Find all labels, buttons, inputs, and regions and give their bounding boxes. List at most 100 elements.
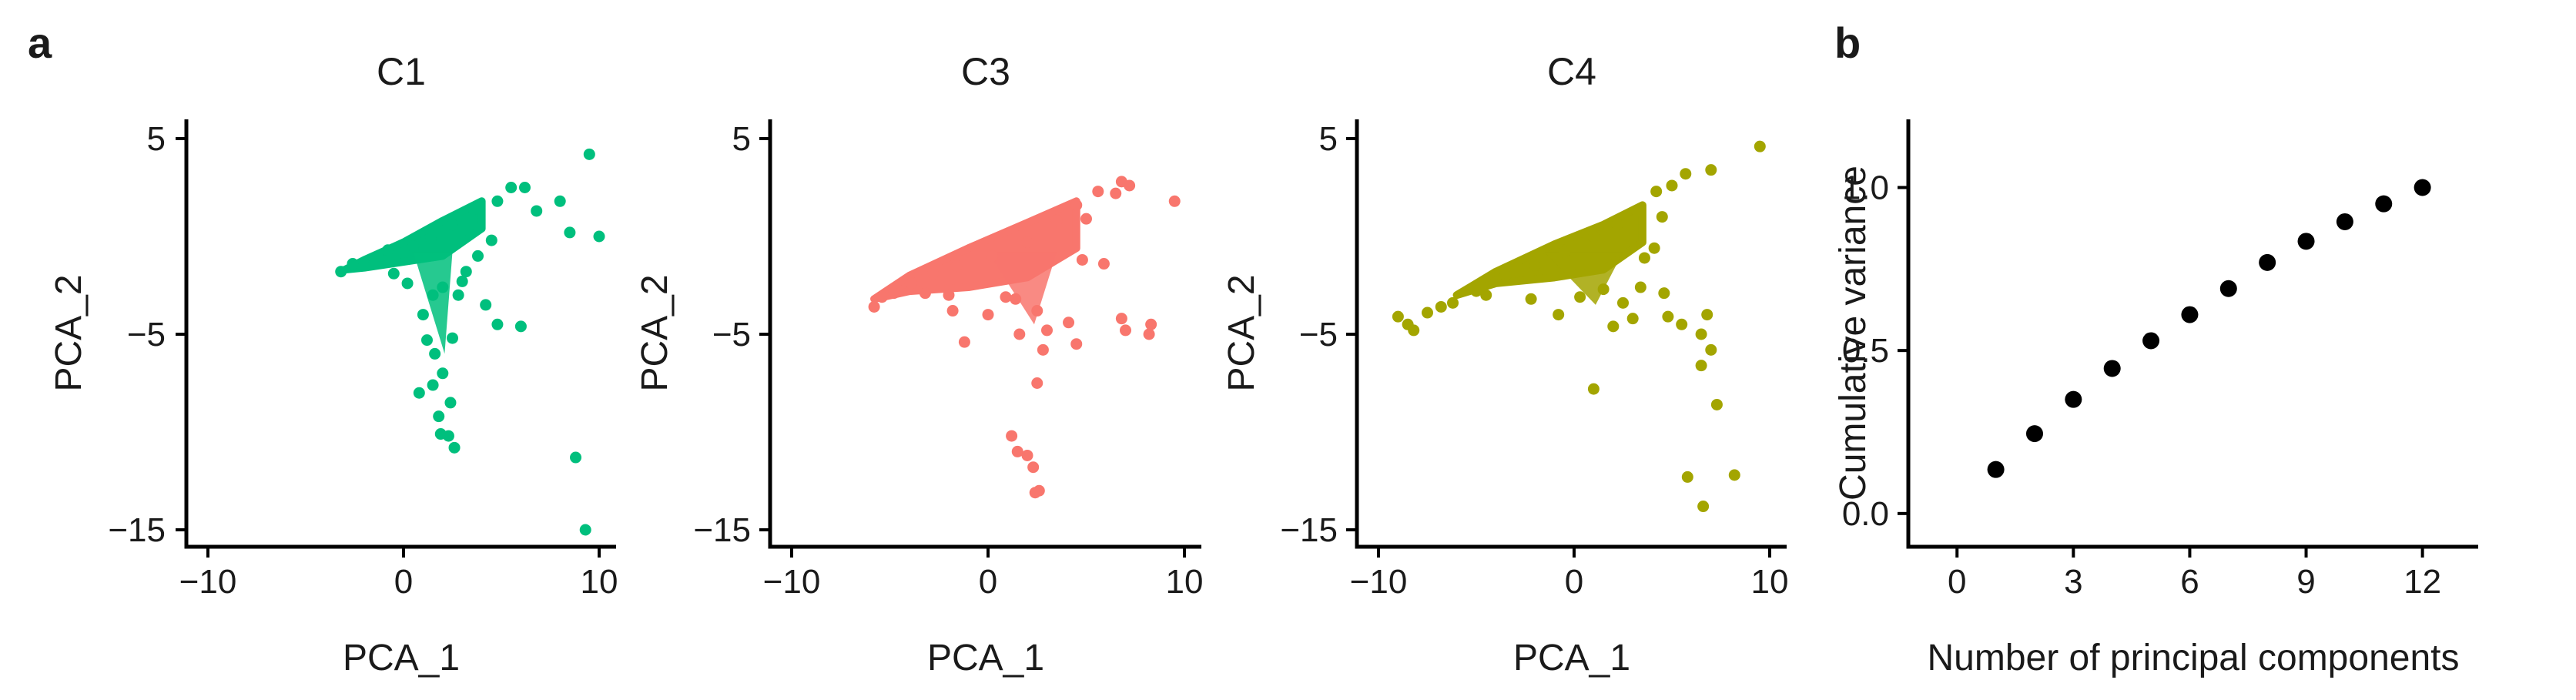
data-point [564,226,576,239]
data-point [1013,328,1026,340]
y-tick-label: −5 [127,316,166,353]
data-point [554,195,566,207]
data-point [2142,332,2160,350]
data-point [2219,280,2237,297]
data-point [2025,425,2043,443]
data-point [368,252,380,264]
x-tick-label: −10 [1350,563,1408,601]
data-point [888,287,900,300]
data-point [448,441,461,454]
data-point [1499,270,1512,282]
data-point [429,347,441,360]
y-tick-label: −5 [1299,316,1338,353]
data-point [417,309,429,321]
data-point [437,367,449,380]
data-point [1695,328,1707,340]
data-point [460,266,472,278]
data-point [1037,343,1049,356]
data-point [583,148,595,160]
y-tick-label: −15 [693,511,751,549]
data-point [1041,324,1053,337]
data-point [1553,309,1565,321]
dense-point-stem [1544,252,1623,305]
data-point [1124,179,1136,192]
data-point [1422,306,1433,319]
data-point [1650,186,1663,198]
data-point [1168,195,1181,207]
data-point [413,387,425,399]
chart-1: C1 5 −5 −15 −10 0 10 PCA_1 PCA_2 [49,50,618,678]
data-point [2414,179,2431,196]
data-point [876,291,888,303]
data-point [1010,293,1022,305]
x-axis-label: Number of principal components [1927,638,2459,678]
data-point [444,397,457,409]
data-point [1529,260,1541,272]
data-point [514,320,527,333]
data-point [1587,383,1600,395]
data-point [518,182,531,193]
x-tick-label: 9 [2296,563,2315,601]
data-point [1658,287,1670,300]
data-point [946,305,959,317]
x-axis-label: PCA_1 [1513,638,1630,678]
data-point [1447,296,1459,309]
data-point [1574,291,1586,303]
data-point [1701,309,1713,321]
data-point [1728,469,1740,481]
data-point [1063,317,1075,329]
data-point [1027,461,1040,474]
data-point [1648,242,1660,254]
data-point [1662,310,1674,323]
data-point [1029,487,1041,499]
chart-2: C3 5 −5 −15 −10 0 10 PCA_1 PCA_2 [635,50,1203,678]
x-tick-label: 12 [2403,563,2441,601]
data-point [868,300,880,313]
data-point [472,250,484,262]
data-point [491,195,504,207]
data-point [505,182,518,193]
y-tick-label: 0.5 [1842,332,1889,370]
data-point [1656,211,1668,223]
chart-4: 0.0 0.5 1.0 0 3 6 9 12 Number of principal compo… [1833,119,2478,678]
data-point [447,332,458,344]
data-point [1031,305,1043,317]
data-point [1470,285,1482,297]
data-point [2181,306,2199,323]
data-point [1110,187,1122,199]
data-point [1611,219,1623,231]
data-point [1676,318,1688,330]
x-tick-label: 10 [581,563,618,601]
data-point [1120,324,1131,337]
x-tick-label: 0 [979,563,997,601]
data-point [1525,293,1537,305]
data-point [943,289,955,301]
dense-point-stem [988,252,1057,325]
y-tick-label: −5 [712,316,751,353]
data-point [1070,199,1083,211]
x-tick-label: 0 [1565,563,1583,601]
data-point [919,287,931,300]
data-point [950,260,963,272]
data-point [1092,186,1104,198]
data-point [1070,338,1083,350]
data-point [480,299,492,311]
data-point [425,233,437,245]
data-point [427,289,439,301]
data-point [467,203,480,215]
data-point [1626,313,1639,325]
data-point [427,379,439,391]
data-point [491,318,504,330]
data-point [1050,215,1063,227]
data-point [387,267,400,280]
data-point [1705,343,1717,356]
data-point [1392,310,1404,323]
y-tick-label: 5 [1319,120,1338,158]
data-point [1638,252,1650,264]
data-point [1143,328,1155,340]
y-tick-label: −15 [108,511,166,549]
y-axis-label: PCA_2 [49,274,89,391]
x-tick-label: 0 [1948,563,1966,601]
data-point [1435,300,1447,313]
x-axis-label: PCA_1 [343,638,460,678]
